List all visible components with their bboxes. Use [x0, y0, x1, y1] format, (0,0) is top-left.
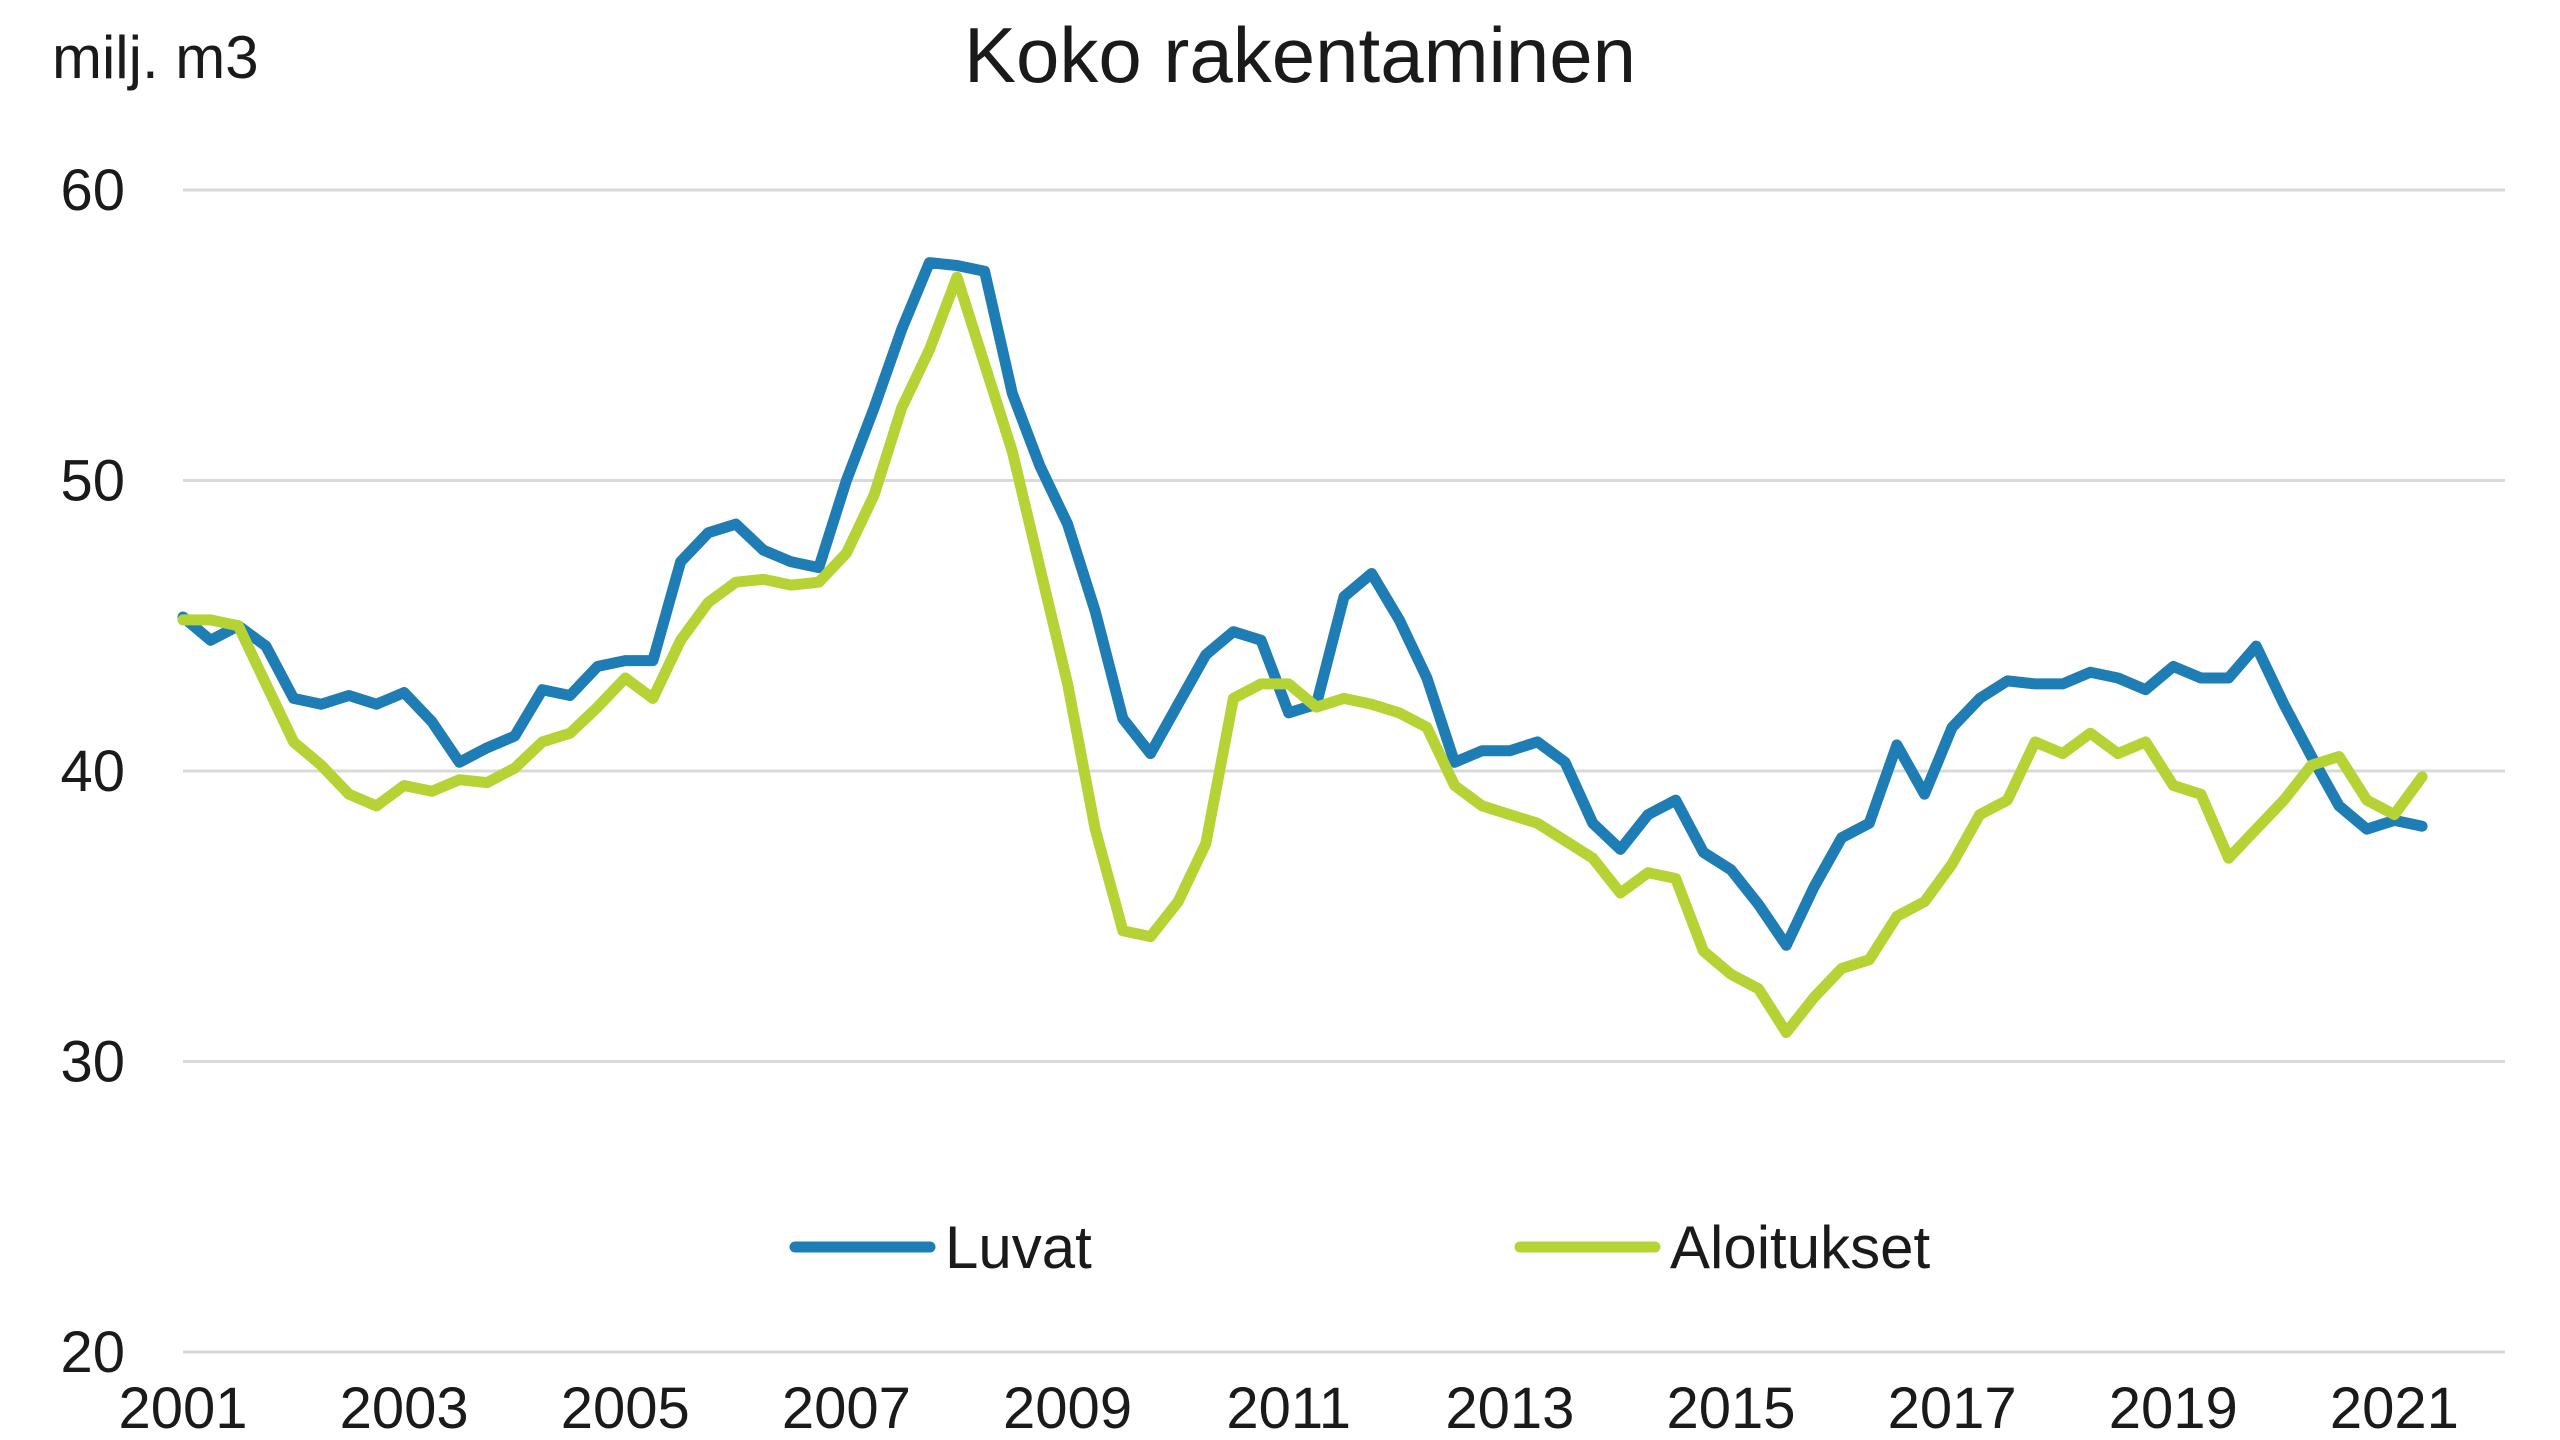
- series-line-luvat: [177, 257, 2428, 951]
- series-lines: [177, 257, 2428, 1038]
- x-tick-label: 2007: [782, 1376, 911, 1440]
- y-tick-label: 40: [60, 739, 125, 804]
- x-tick-label: 2019: [2109, 1376, 2238, 1440]
- x-tick-label: 2003: [340, 1376, 469, 1440]
- y-tick-label: 60: [60, 158, 125, 223]
- y-tick-label: 50: [60, 449, 125, 514]
- y-axis-ticks: 20 30 40 50 60: [60, 158, 125, 1385]
- y-tick-label: 30: [60, 1030, 125, 1095]
- x-axis-ticks: 2001 2003 2005 2007 2009 2011 2013 2015 2017 2019…: [118, 1376, 2458, 1440]
- x-tick-label: 2009: [1003, 1376, 1132, 1440]
- legend: Luvat Aloitukset: [789, 1214, 1930, 1281]
- x-tick-label: 2015: [1666, 1376, 1795, 1440]
- x-tick-label: 2013: [1445, 1376, 1574, 1440]
- gridlines: [183, 188, 2505, 1354]
- x-tick-label: 2017: [1888, 1376, 2017, 1440]
- legend-label-aloitukset: Aloitukset: [1670, 1214, 1930, 1281]
- x-tick-label: 2005: [561, 1376, 690, 1440]
- series-line-aloitukset: [177, 271, 2428, 1038]
- legend-label-luvat: Luvat: [945, 1214, 1092, 1281]
- x-tick-label: 2001: [118, 1376, 247, 1440]
- x-tick-label: 2011: [1226, 1376, 1351, 1440]
- x-tick-label: 2021: [2330, 1376, 2459, 1440]
- y-tick-label: 20: [60, 1320, 125, 1385]
- y-axis-unit-label: milj. m3: [52, 24, 259, 91]
- chart-title: Koko rakentaminen: [964, 11, 1636, 99]
